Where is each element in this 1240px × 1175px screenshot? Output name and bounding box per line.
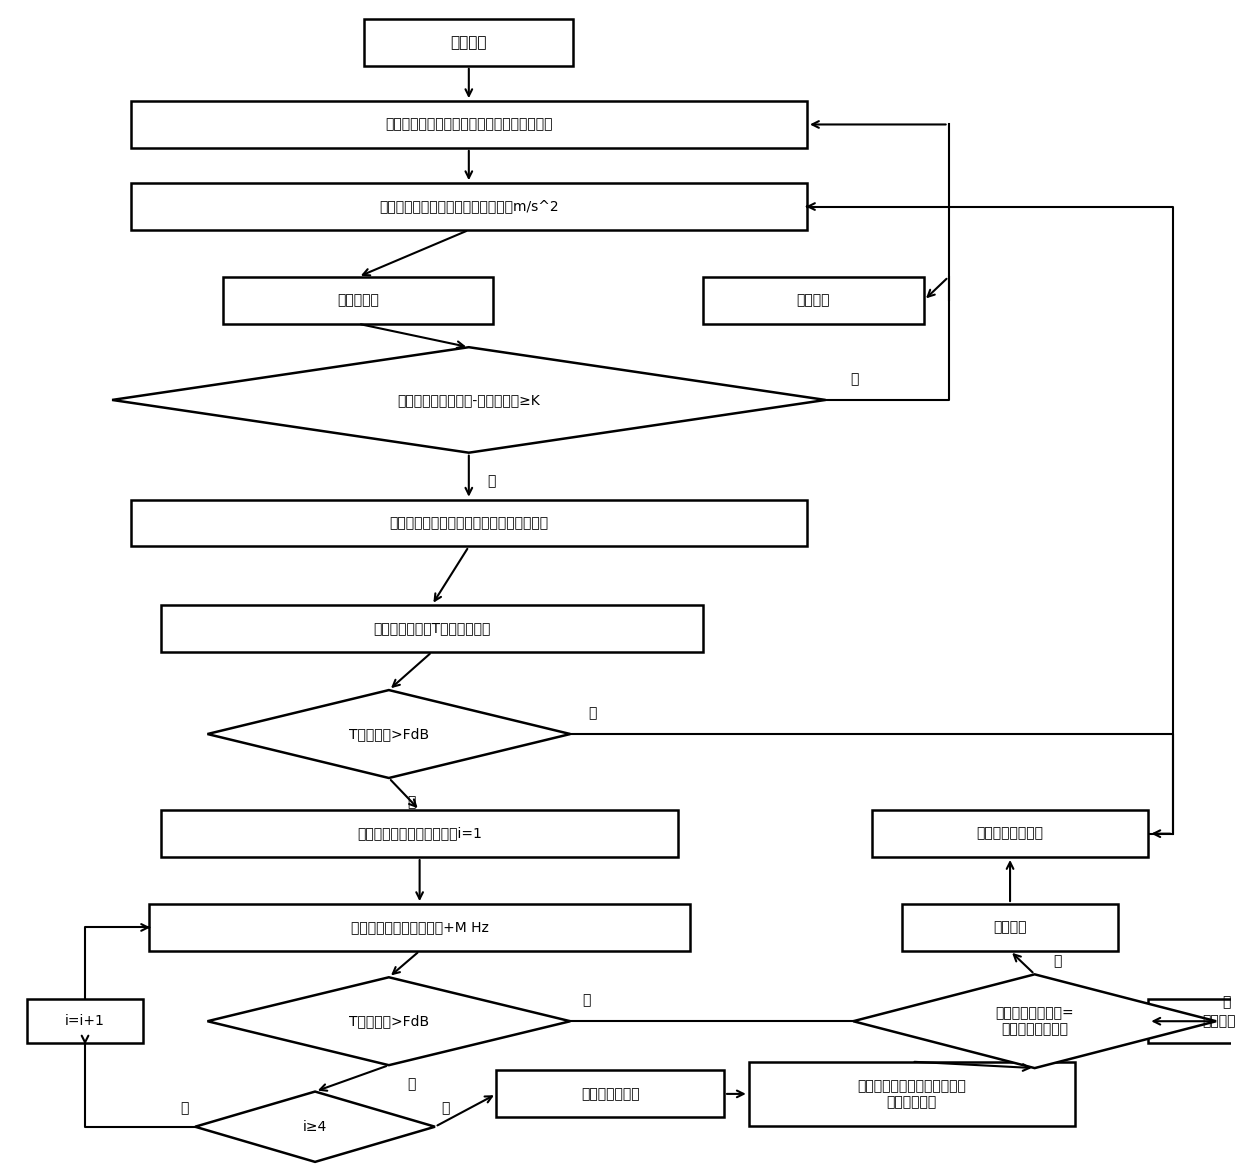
Text: 否: 否: [181, 1101, 188, 1115]
Text: 否: 否: [583, 993, 591, 1007]
Bar: [703, 277, 924, 324]
Text: 反馈终端进行处理: 反馈终端进行处理: [977, 827, 1044, 840]
Text: i≥4: i≥4: [303, 1120, 327, 1134]
Text: 在管路及壳体上布置振动传感器进行数据采集: 在管路及壳体上布置振动传感器进行数据采集: [386, 118, 553, 132]
Text: 是: 是: [1053, 954, 1061, 968]
Text: 否: 否: [851, 371, 858, 385]
Text: 提取异常频率点噪声和振动的
最大峰值频率: 提取异常频率点噪声和振动的 最大峰值频率: [857, 1079, 966, 1109]
Text: 否: 否: [1223, 995, 1230, 1009]
Text: 【异常压缩机运行频率】+M Hz: 【异常压缩机运行频率】+M Hz: [351, 920, 489, 934]
Bar: [161, 811, 678, 857]
Text: 【某频率的振动值】-【平均值】≥K: 【某频率的振动值】-【平均值】≥K: [398, 392, 541, 407]
Polygon shape: [112, 347, 826, 452]
Bar: [223, 277, 494, 324]
Text: 是: 是: [441, 1101, 450, 1115]
Text: 开机运行: 开机运行: [450, 35, 487, 49]
Text: 低级报警: 低级报警: [1203, 1014, 1236, 1028]
Polygon shape: [207, 690, 570, 778]
Bar: [1148, 999, 1240, 1043]
Bar: [130, 499, 807, 546]
Bar: [365, 19, 573, 66]
Text: 否: 否: [589, 706, 598, 720]
Text: 噪声传感器对异常频率点进行噪声数据采集: 噪声传感器对异常频率点进行噪声数据采集: [389, 516, 548, 530]
Text: i=i+1: i=i+1: [64, 1014, 105, 1028]
Bar: [161, 605, 703, 652]
Bar: [130, 183, 807, 230]
Text: 是: 是: [407, 1077, 415, 1090]
Bar: [149, 904, 691, 951]
Polygon shape: [195, 1092, 435, 1162]
Polygon shape: [853, 974, 1216, 1068]
Text: 实时提取管路及壳体的振动加速度值m/s^2: 实时提取管路及壳体的振动加速度值m/s^2: [379, 200, 559, 214]
Text: 实时提取压缩机T倍频噪声峰值: 实时提取压缩机T倍频噪声峰值: [373, 622, 491, 636]
Text: 外机存在低频共振噪声，令i=1: 外机存在低频共振噪声，令i=1: [357, 827, 482, 840]
Bar: [749, 1062, 1075, 1126]
Bar: [130, 101, 807, 148]
Bar: [496, 1070, 724, 1117]
Text: 计算平均值: 计算平均值: [337, 294, 379, 308]
Bar: [872, 811, 1148, 857]
Text: 是: 是: [487, 474, 496, 488]
Text: 是: 是: [407, 795, 415, 810]
Text: 高级报警: 高级报警: [993, 920, 1027, 934]
Bar: [26, 999, 144, 1043]
Text: 反馈至报警系统: 反馈至报警系统: [582, 1087, 640, 1101]
Bar: [903, 904, 1117, 951]
Polygon shape: [207, 978, 570, 1066]
Text: 继续运行: 继续运行: [796, 294, 830, 308]
Text: T倍频峰值>FdB: T倍频峰值>FdB: [348, 727, 429, 741]
Text: 噪声最大峰值频率=
振动最大峰值频率: 噪声最大峰值频率= 振动最大峰值频率: [996, 1006, 1074, 1036]
Text: T倍频峰值>FdB: T倍频峰值>FdB: [348, 1014, 429, 1028]
